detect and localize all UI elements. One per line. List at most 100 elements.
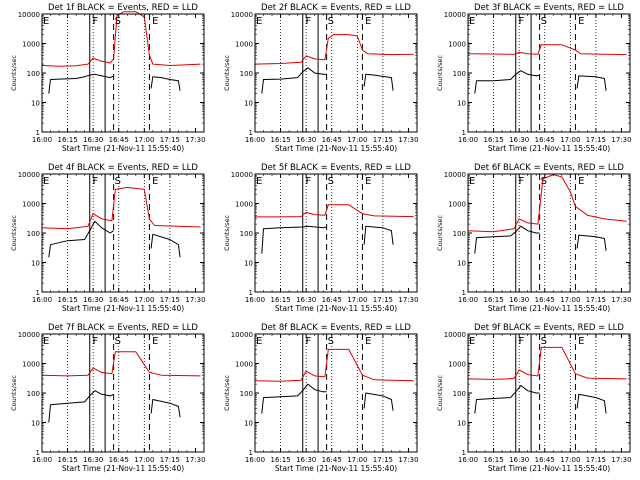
detector-panel: Det 3f BLACK = Events, RED = LLD E F S E 1 10 1… <box>436 3 632 153</box>
y-tick-label: 10 <box>244 100 253 108</box>
series-line-events <box>150 233 181 258</box>
y-tick-label: 1 <box>462 449 466 457</box>
segment-letter: E <box>578 16 584 27</box>
x-tick-label: 16:30 <box>83 136 103 144</box>
x-tick-label: 16:15 <box>483 296 503 304</box>
detector-panel: Det 2f BLACK = Events, RED = LLD E F S E 1 10 1… <box>223 3 419 153</box>
series-line-events <box>261 383 327 414</box>
y-axis-label: Counts/sec <box>10 55 18 91</box>
x-tick-label: 17:15 <box>160 136 180 144</box>
y-tick-label: 100 <box>240 230 253 238</box>
x-tick-label: 16:15 <box>483 456 503 464</box>
y-tick-label: 10000 <box>18 11 40 19</box>
x-tick-label: 16:45 <box>109 136 129 144</box>
x-tick-label: 17:30 <box>185 296 205 304</box>
x-tick-label: 17:00 <box>134 456 154 464</box>
plot-frame <box>467 333 631 453</box>
x-tick-label: 16:45 <box>535 456 555 464</box>
series-line-lld <box>41 186 201 230</box>
plot-frame <box>467 13 631 133</box>
x-tick-label: 17:15 <box>373 296 393 304</box>
y-tick-label: 1000 <box>22 41 40 49</box>
segment-letter: F <box>305 336 311 347</box>
series-line-events <box>150 76 181 91</box>
x-tick-label: 16:45 <box>322 296 342 304</box>
x-tick-label: 17:00 <box>560 136 580 144</box>
series-line-events <box>576 234 607 251</box>
y-tick-label: 10 <box>457 260 466 268</box>
segment-letter: S <box>541 176 547 187</box>
x-axis-label: Start Time (21-Nov-11 15:55:40) <box>275 304 397 313</box>
series-line-lld <box>255 204 414 218</box>
segment-letter: S <box>328 16 334 27</box>
series-line-events <box>474 225 540 254</box>
panel-title: Det 2f BLACK = Events, RED = LLD <box>261 3 411 13</box>
x-tick-label: 17:00 <box>134 296 154 304</box>
x-tick-label: 16:15 <box>483 136 503 144</box>
x-tick-label: 16:30 <box>83 456 103 464</box>
x-tick-label: 17:30 <box>185 136 205 144</box>
y-tick-label: 1 <box>249 449 253 457</box>
y-tick-label: 1 <box>249 289 253 297</box>
x-tick-label: 17:15 <box>586 136 606 144</box>
y-tick-label: 10000 <box>444 171 466 179</box>
x-axis-label: Start Time (21-Nov-11 15:55:40) <box>275 464 397 473</box>
segment-letter: F <box>92 336 98 347</box>
x-tick-label: 16:15 <box>57 136 77 144</box>
panel-title: Det 9f BLACK = Events, RED = LLD <box>474 323 624 333</box>
x-tick-label: 16:00 <box>245 296 265 304</box>
x-tick-label: 16:00 <box>458 456 478 464</box>
series-line-lld <box>41 351 201 377</box>
y-tick-label: 10000 <box>444 331 466 339</box>
series-line-events <box>48 220 114 258</box>
y-tick-label: 100 <box>453 390 466 398</box>
x-tick-label: 16:45 <box>322 456 342 464</box>
series-line-lld <box>467 44 627 56</box>
x-tick-label: 16:45 <box>535 296 555 304</box>
detector-panel: Det 4f BLACK = Events, RED = LLD E F S E 1 10 1… <box>10 163 206 313</box>
y-tick-label: 10000 <box>231 11 253 19</box>
segment-letter: E <box>43 16 49 27</box>
series-line-events <box>48 73 114 94</box>
x-tick-label: 16:45 <box>322 136 342 144</box>
detector-panel: Det 8f BLACK = Events, RED = LLD E F S E 1 10 1… <box>223 323 419 473</box>
y-tick-label: 1 <box>462 129 466 137</box>
detector-panel: Det 5f BLACK = Events, RED = LLD E F S E 1 10 1… <box>223 163 419 313</box>
x-tick-label: 17:30 <box>398 456 418 464</box>
y-tick-label: 1 <box>36 449 40 457</box>
y-tick-label: 10000 <box>18 331 40 339</box>
segment-letter: E <box>152 16 158 27</box>
panel-title: Det 7f BLACK = Events, RED = LLD <box>48 323 198 333</box>
segment-letter: E <box>256 16 262 27</box>
y-tick-label: 10000 <box>444 11 466 19</box>
x-tick-label: 16:00 <box>32 456 52 464</box>
x-tick-label: 17:15 <box>373 456 393 464</box>
series-line-events <box>261 67 327 94</box>
x-tick-label: 16:00 <box>32 296 52 304</box>
y-tick-label: 100 <box>27 70 40 78</box>
panel-title: Det 6f BLACK = Events, RED = LLD <box>474 163 624 173</box>
segment-letter: S <box>541 336 547 347</box>
y-tick-label: 1 <box>462 289 466 297</box>
y-tick-label: 100 <box>240 70 253 78</box>
x-tick-label: 16:30 <box>509 136 529 144</box>
y-tick-label: 10 <box>244 420 253 428</box>
y-tick-label: 10 <box>31 260 40 268</box>
x-axis-label: Start Time (21-Nov-11 15:55:40) <box>275 144 397 153</box>
y-tick-label: 100 <box>453 70 466 78</box>
plot-frame <box>254 13 418 133</box>
x-tick-label: 16:30 <box>296 456 316 464</box>
segment-letter: F <box>518 16 524 27</box>
y-axis-label: Counts/sec <box>223 375 231 411</box>
segment-letter: F <box>92 176 98 187</box>
x-tick-label: 17:00 <box>347 296 367 304</box>
segment-letter: E <box>578 336 584 347</box>
series-line-lld <box>254 348 414 382</box>
panel-title: Det 8f BLACK = Events, RED = LLD <box>261 323 411 333</box>
y-tick-label: 1000 <box>235 41 253 49</box>
series-line-events <box>150 399 181 418</box>
x-tick-label: 16:00 <box>32 136 52 144</box>
series-line-events <box>576 393 607 414</box>
series-line-events <box>363 392 394 411</box>
